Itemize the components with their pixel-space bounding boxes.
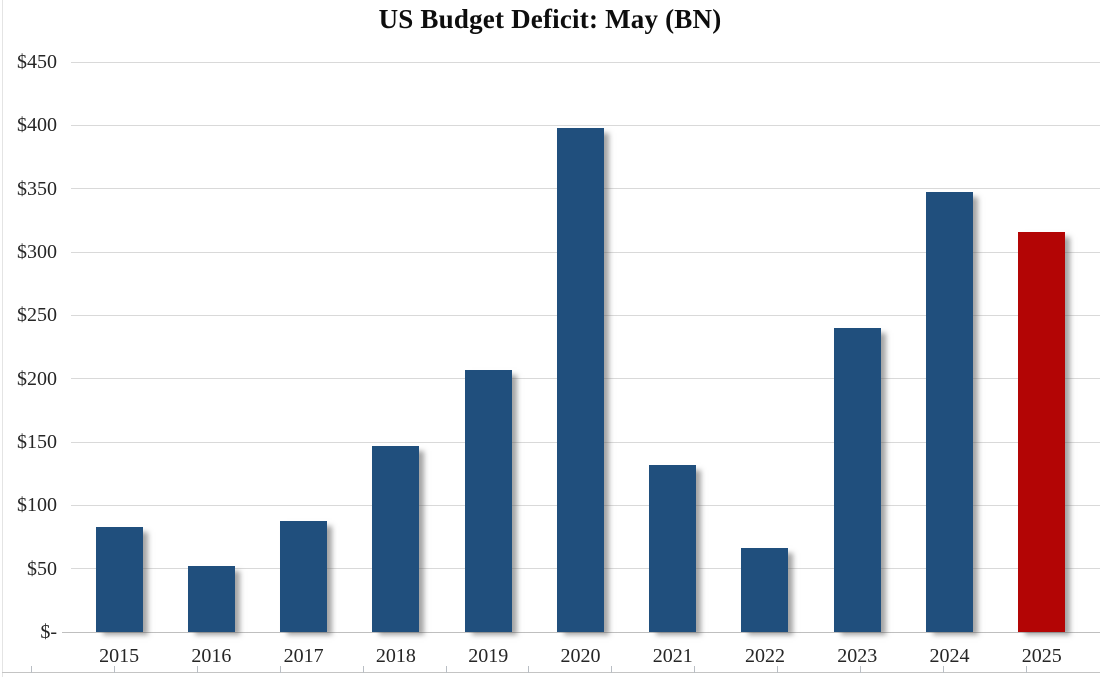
bottom-strip-axis-line <box>2 672 1100 673</box>
x-tick-label-2019: 2019 <box>468 645 509 667</box>
bar-cell-2018 <box>350 62 442 632</box>
x-tick-label-2024: 2024 <box>929 645 970 667</box>
bars-layer <box>73 62 1088 632</box>
x-tick-label-2021: 2021 <box>652 645 693 667</box>
bottom-strip-tick <box>1026 666 1027 673</box>
bar-2018 <box>372 445 420 632</box>
bar-2021 <box>649 464 697 632</box>
bar-cell-2019 <box>442 62 534 632</box>
bar-2015 <box>95 526 143 632</box>
x-tick-label-2017: 2017 <box>283 645 324 667</box>
bottom-strip-tick <box>446 666 447 673</box>
bottom-strip-tick <box>694 666 695 673</box>
x-tick-label-2018: 2018 <box>375 645 416 667</box>
left-edge-line <box>2 0 3 677</box>
bottom-strip-tick <box>777 666 778 673</box>
bar-2019 <box>464 369 512 632</box>
x-tick-label-2025: 2025 <box>1021 645 1062 667</box>
bar-2023 <box>833 328 881 632</box>
gridline-400 <box>71 124 1100 126</box>
bar-2017 <box>280 520 328 632</box>
bar-cell-2023 <box>811 62 903 632</box>
y-tick-label-400: $400 <box>17 114 57 137</box>
bar-cell-2024 <box>903 62 995 632</box>
bar-cell-2025 <box>996 62 1088 632</box>
y-tick-label-350: $350 <box>17 177 57 200</box>
x-tick-label-2015: 2015 <box>99 645 140 667</box>
bottom-strip-tick <box>943 666 944 673</box>
bar-cell-2022 <box>719 62 811 632</box>
x-axis-line <box>62 632 1100 633</box>
bar-cell-2017 <box>258 62 350 632</box>
bar-2024 <box>926 192 974 632</box>
x-tick-label-2023: 2023 <box>837 645 878 667</box>
bottom-strip-tick <box>860 666 861 673</box>
x-tick-label-2016: 2016 <box>191 645 232 667</box>
y-tick-label-0: $- <box>40 621 57 643</box>
bottom-strip-tick <box>611 666 612 673</box>
y-axis: $- $50 $100 $150 $200 $250 $300 $350 $400 $450 <box>0 52 57 642</box>
y-tick-label-450: $450 <box>17 51 57 73</box>
y-tick-label-150: $150 <box>17 431 57 453</box>
y-tick-label-200: $200 <box>17 367 57 390</box>
x-tick-label-2022: 2022 <box>744 645 785 667</box>
bar-cell-2015 <box>73 62 165 632</box>
y-tick-label-100: $100 <box>17 494 57 517</box>
bar-cell-2020 <box>534 62 626 632</box>
bar-cell-2016 <box>165 62 257 632</box>
bottom-strip-tick <box>363 666 364 673</box>
bottom-strip-tick <box>197 666 198 673</box>
bottom-strip-tick <box>528 666 529 673</box>
bottom-strip-tick <box>31 666 32 673</box>
bar-2025 <box>1018 231 1066 632</box>
x-tick-label-2020: 2020 <box>560 645 601 667</box>
chart-title: US Budget Deficit: May (BN) <box>378 4 722 34</box>
bar-2020 <box>556 127 604 632</box>
y-tick-label-300: $300 <box>17 241 57 263</box>
bar-2016 <box>187 566 235 632</box>
x-axis-labels: 2015 2016 2017 2018 2019 2020 2021 2022 2023 2024… <box>73 644 1088 668</box>
bar-2022 <box>741 548 789 632</box>
bottom-strip-tick <box>114 666 115 673</box>
bar-cell-2021 <box>627 62 719 632</box>
gridline-450 <box>71 61 1100 63</box>
bottom-strip-tick <box>280 666 281 673</box>
y-tick-label-50: $50 <box>27 557 57 580</box>
y-tick-label-250: $250 <box>17 304 57 327</box>
